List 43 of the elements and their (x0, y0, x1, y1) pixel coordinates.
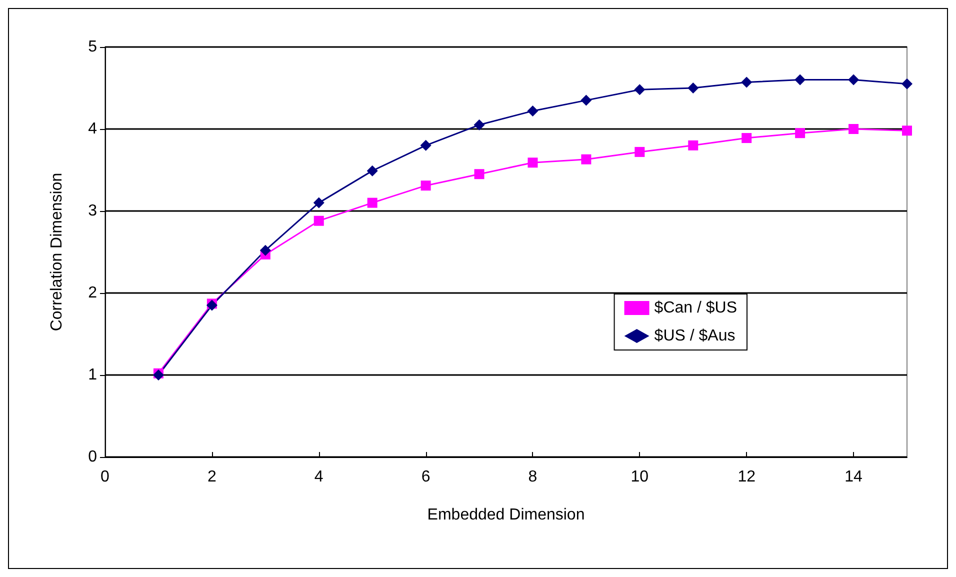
point (313, 197, 324, 208)
point (474, 119, 485, 130)
point (580, 94, 592, 106)
point (795, 128, 806, 138)
point (634, 84, 646, 96)
point (688, 140, 698, 150)
point (474, 169, 484, 180)
point (688, 82, 699, 94)
point (420, 180, 431, 191)
point (634, 146, 645, 157)
point (848, 74, 860, 86)
x-tick-label: 8 (528, 468, 538, 486)
x-tick-label: 0 (100, 468, 110, 486)
y-tick-label: 1 (88, 366, 98, 384)
point (420, 140, 432, 151)
point (528, 158, 538, 168)
x-axis-title: Embedded Dimension (427, 506, 585, 524)
point (260, 244, 271, 256)
point (794, 74, 806, 86)
point (314, 216, 324, 226)
point (742, 133, 752, 144)
y-tick-label: 4 (88, 120, 98, 138)
x-tick-label: 2 (207, 468, 216, 486)
point (848, 124, 859, 134)
point (902, 78, 912, 90)
point (581, 154, 592, 164)
legend-label: $US / $Aus (654, 328, 736, 344)
y-axis-title: Correlation Dimension (48, 172, 66, 332)
y-tick-label: 0 (88, 448, 98, 466)
point (366, 165, 378, 176)
point (527, 105, 538, 116)
x-tick-label: 10 (630, 468, 649, 486)
x-tick-label: 12 (738, 468, 756, 486)
point (902, 126, 912, 136)
x-tick-label: 4 (314, 468, 324, 486)
y-tick-label: 2 (88, 284, 98, 302)
point (367, 198, 378, 208)
x-tick-label: 14 (844, 468, 863, 486)
y-tick-label: 3 (88, 202, 98, 220)
x-tick-label: 6 (421, 468, 430, 486)
legend-label: $Can / $US (654, 300, 738, 316)
point (741, 76, 752, 88)
y-tick-label: 5 (88, 38, 98, 56)
